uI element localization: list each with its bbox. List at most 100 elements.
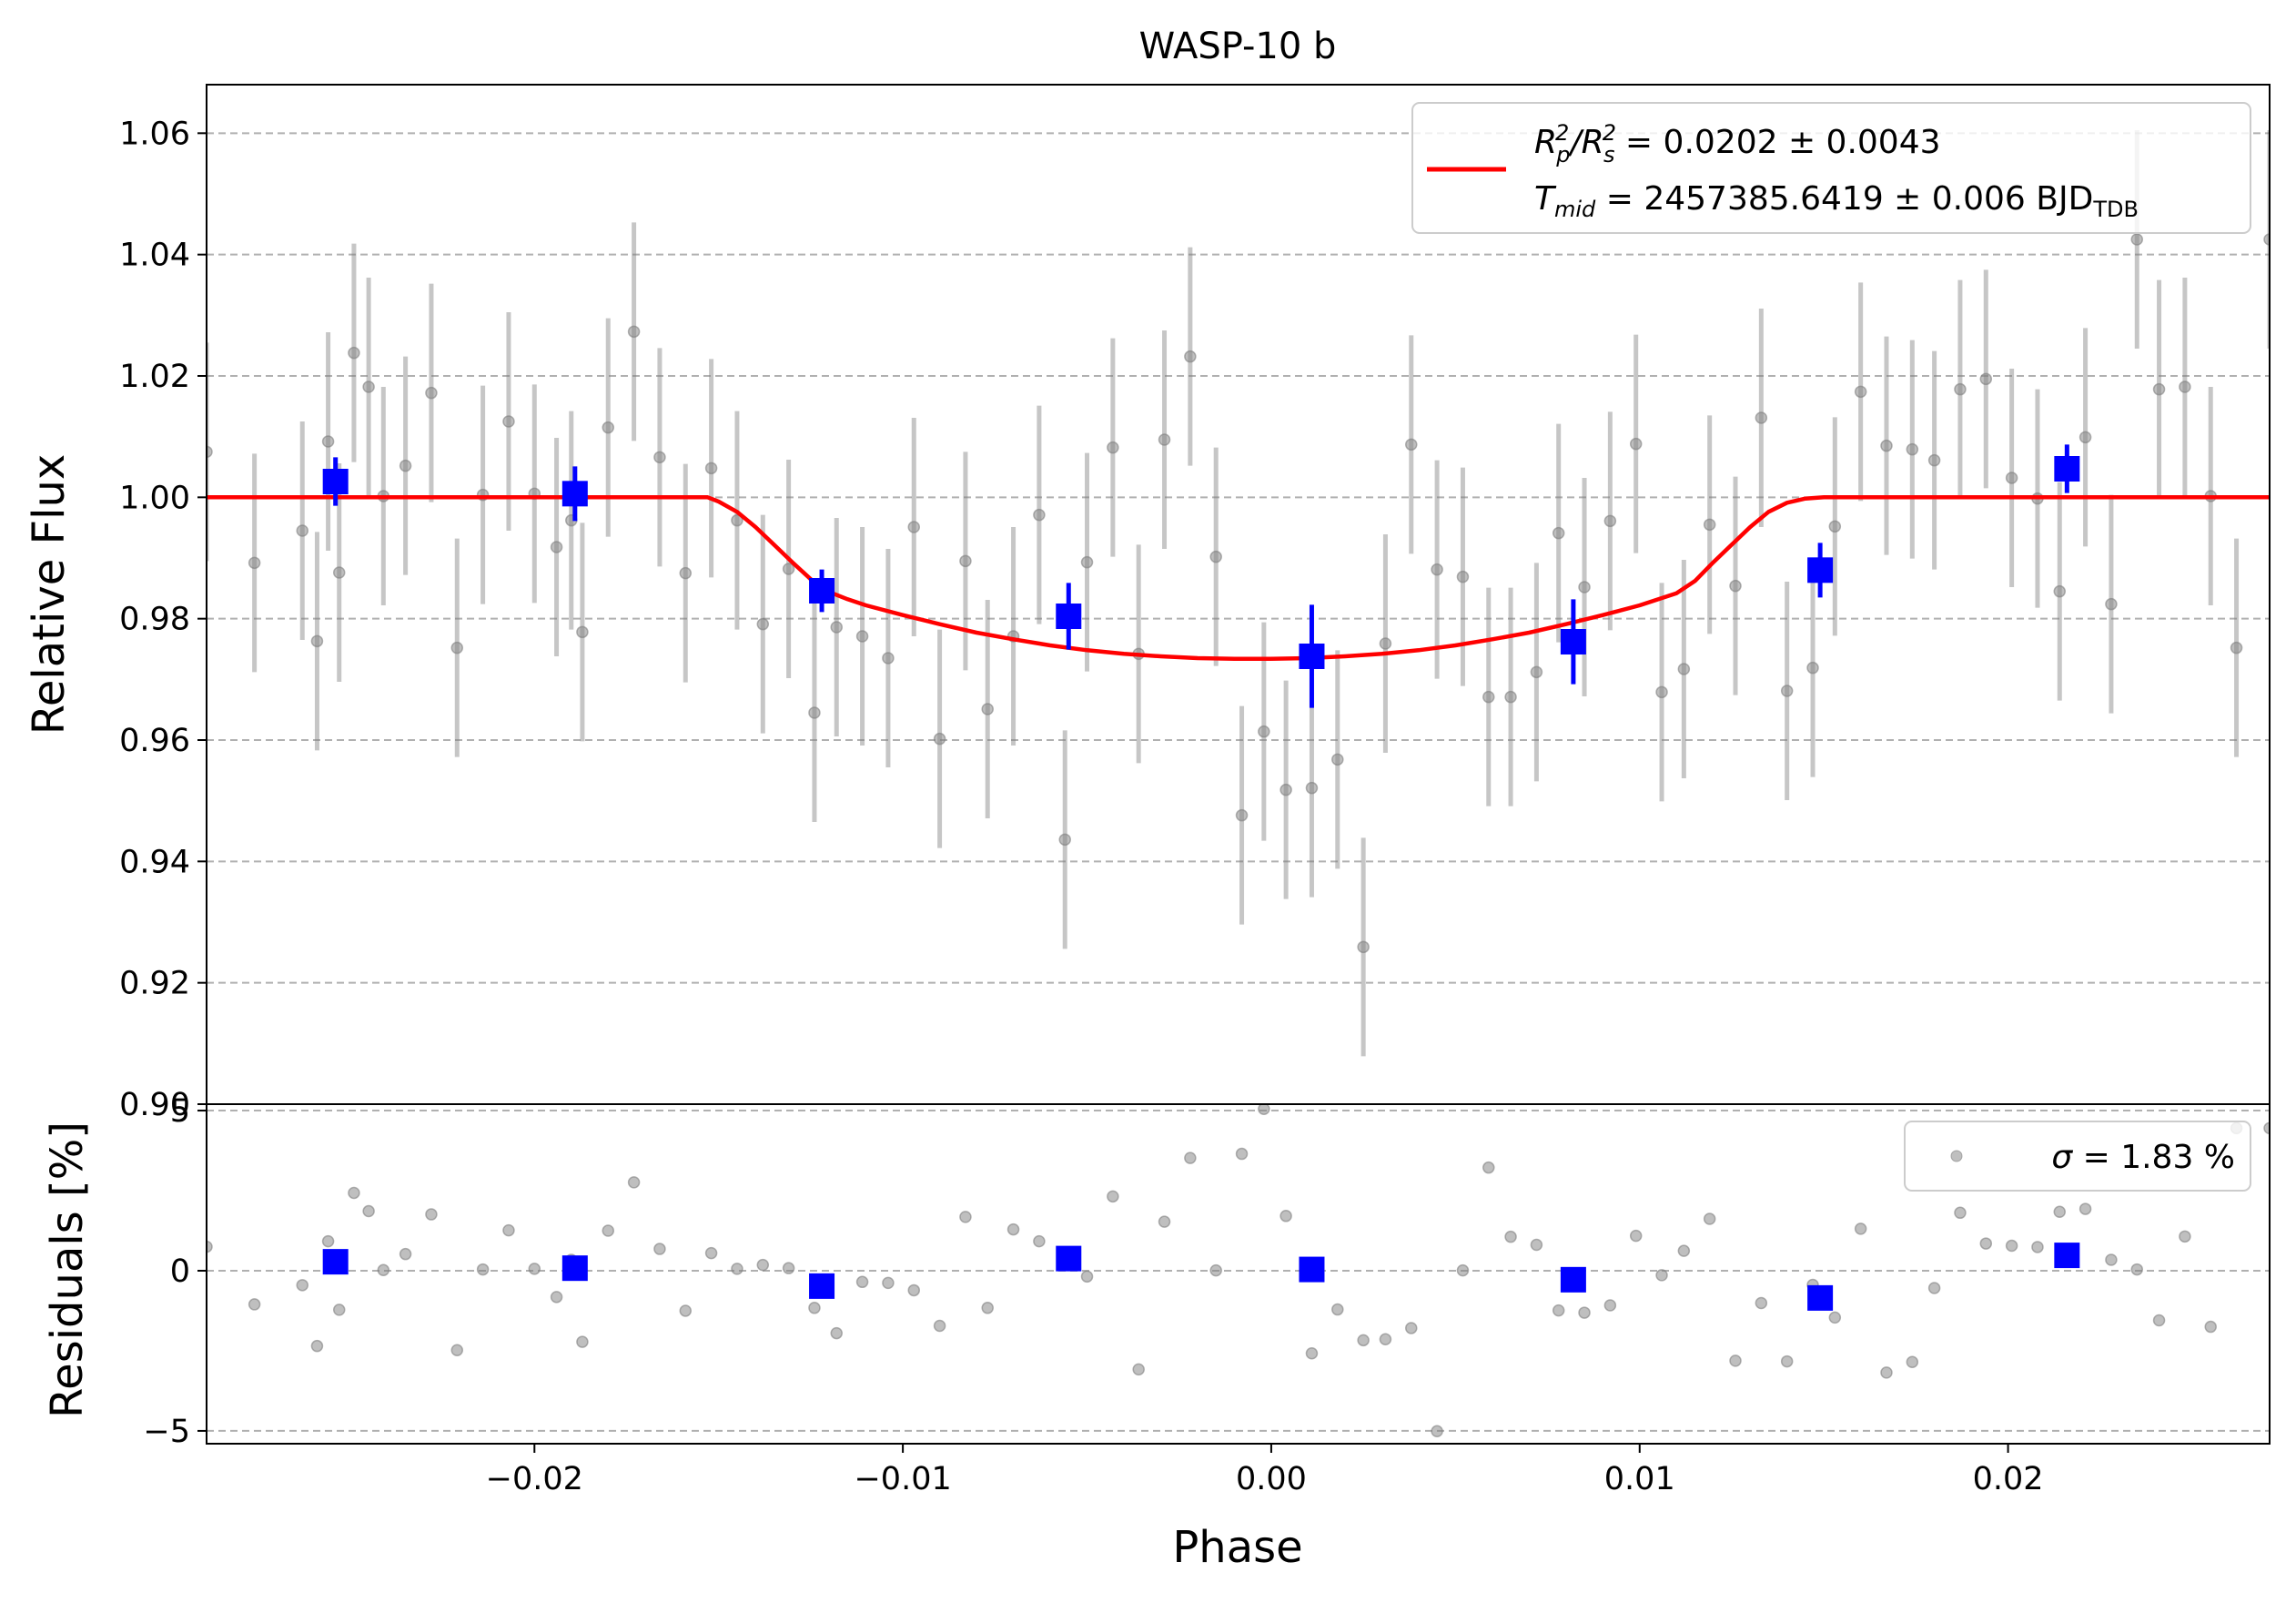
flux-raw-point [2105,597,2118,611]
residual-raw-point [679,1304,693,1317]
flux-raw-point [348,346,360,360]
residuals-legend: σ = 1.83 % [1904,1121,2251,1192]
residual-raw-point [855,1275,869,1289]
residual-raw-point [1033,1234,1046,1248]
x-tick-label: 0.02 [1973,1461,2044,1497]
residual-binned-point [1056,1245,1082,1272]
residual-raw-point [1158,1215,1171,1228]
flux-binned-point [1560,629,1586,654]
flux-raw-point [756,617,770,631]
residual-raw-point [1880,1366,1893,1379]
flux-raw-point [1729,579,1742,593]
legend-rp-value: = 0.0202 ± 0.0043 [1614,124,1940,161]
residual-raw-point [310,1339,324,1353]
flux-raw-point [704,462,718,475]
flux-raw-point [602,421,615,434]
residual-binned-point [561,1255,588,1282]
flux-legend-box [1411,102,2251,234]
flux-raw-point [1552,526,1565,540]
flux-raw-point [782,563,795,575]
flux-raw-point [207,445,213,459]
flux-raw-point [1331,753,1344,766]
residual-raw-point [933,1319,946,1333]
residual-raw-point [1552,1304,1565,1317]
flux-raw-point [1603,514,1617,528]
chart-title: WASP-10 b [1139,25,1337,67]
flux-raw-point [981,703,994,715]
residual-raw-point [1655,1269,1668,1282]
legend-t-sub: mid [1554,197,1596,222]
residual-binned-point [322,1249,349,1275]
residual-raw-point [1755,1296,1768,1310]
residual-raw-point [1379,1333,1392,1346]
residual-raw-point [1456,1263,1470,1277]
flux-raw-points [207,233,2270,954]
flux-raw-point [1927,453,1941,467]
legend-rp-sub: p [1555,142,1570,167]
residuals-legend-box [1904,1121,2251,1192]
flux-raw-point [959,554,972,568]
residual-raw-point [1780,1354,1794,1368]
residual-raw-point [1828,1311,1842,1324]
residual-raw-point [332,1304,346,1316]
residual-raw-point [2204,1320,2217,1334]
residual-raw-point [830,1326,843,1340]
legend-line-radius-ratio: R2 p/R2 s = 0.0202 ± 0.0043 [1534,120,1941,167]
residuals-y-tick-label: 5 [170,1093,190,1130]
flux-binned-point [809,578,835,604]
residual-raw-point [1235,1147,1249,1161]
residual-binned-point [809,1273,835,1299]
residual-raw-point [576,1335,589,1348]
residual-raw-point [1854,1223,1867,1235]
residual-raw-point [248,1298,261,1311]
residual-raw-point [1279,1210,1292,1223]
flux-legend: R2 p/R2 s = 0.0202 ± 0.0043 Tmid = 2457385… [1411,102,2251,234]
flux-raw-point [2005,472,2018,484]
flux-raw-point [1235,808,1249,822]
flux-raw-point [1906,442,1919,456]
flux-raw-point [1880,439,1893,452]
residual-binned-point [1807,1284,1834,1311]
legend-residual-marker [1950,1150,1963,1162]
residual-raw-point [1132,1363,1145,1376]
flux-raw-point [1677,663,1691,675]
residual-raw-point [1906,1355,1919,1369]
residuals-panel: −5 0 5 −0.02 −0.01 0.00 0.01 0.02 Phase Residu… [42,1093,2270,1573]
residual-raw-point [399,1247,412,1261]
legend-t-value: = 2457385.6419 ± 0.006 BJD [1595,180,2093,218]
flux-raw-point [1184,350,1197,363]
residual-raw-point [1305,1347,1319,1360]
residual-raw-point [704,1246,718,1260]
residual-raw-point [882,1276,895,1290]
flux-raw-point [2230,641,2243,654]
flux-raw-point [1530,665,1543,679]
residual-raw-point [981,1302,994,1314]
residual-raw-point [731,1263,743,1275]
flux-y-tick-label: 0.94 [119,844,190,880]
legend-rs-symbol: /R [1568,124,1604,161]
flux-raw-point [399,459,412,472]
residual-raw-point [602,1224,615,1237]
flux-raw-point [830,621,843,634]
flux-raw-point [808,706,821,719]
residual-raw-point [450,1344,464,1356]
flux-raw-point [2152,382,2166,396]
residuals-y-axis-label: Residuals [%] [42,1121,93,1418]
flux-raw-point [310,634,324,648]
flux-raw-point [321,435,335,448]
flux-raw-point [1703,518,1716,532]
legend-rs-sup: 2 [1603,120,1616,146]
flux-binned-point [322,469,349,494]
flux-raw-point [1482,690,1495,704]
residuals-y-ticks: −5 0 5 [143,1093,207,1450]
residual-raw-point [2263,1121,2270,1135]
flux-raw-point [653,451,666,464]
x-tick-label: 0.00 [1236,1461,1307,1497]
flux-binned-point [1807,557,1834,583]
residual-raw-point [2130,1263,2144,1276]
x-tick-label: −0.01 [854,1461,951,1497]
flux-raw-point [1780,685,1794,697]
residual-binned-point [1299,1256,1325,1283]
flux-raw-point [1357,940,1370,954]
